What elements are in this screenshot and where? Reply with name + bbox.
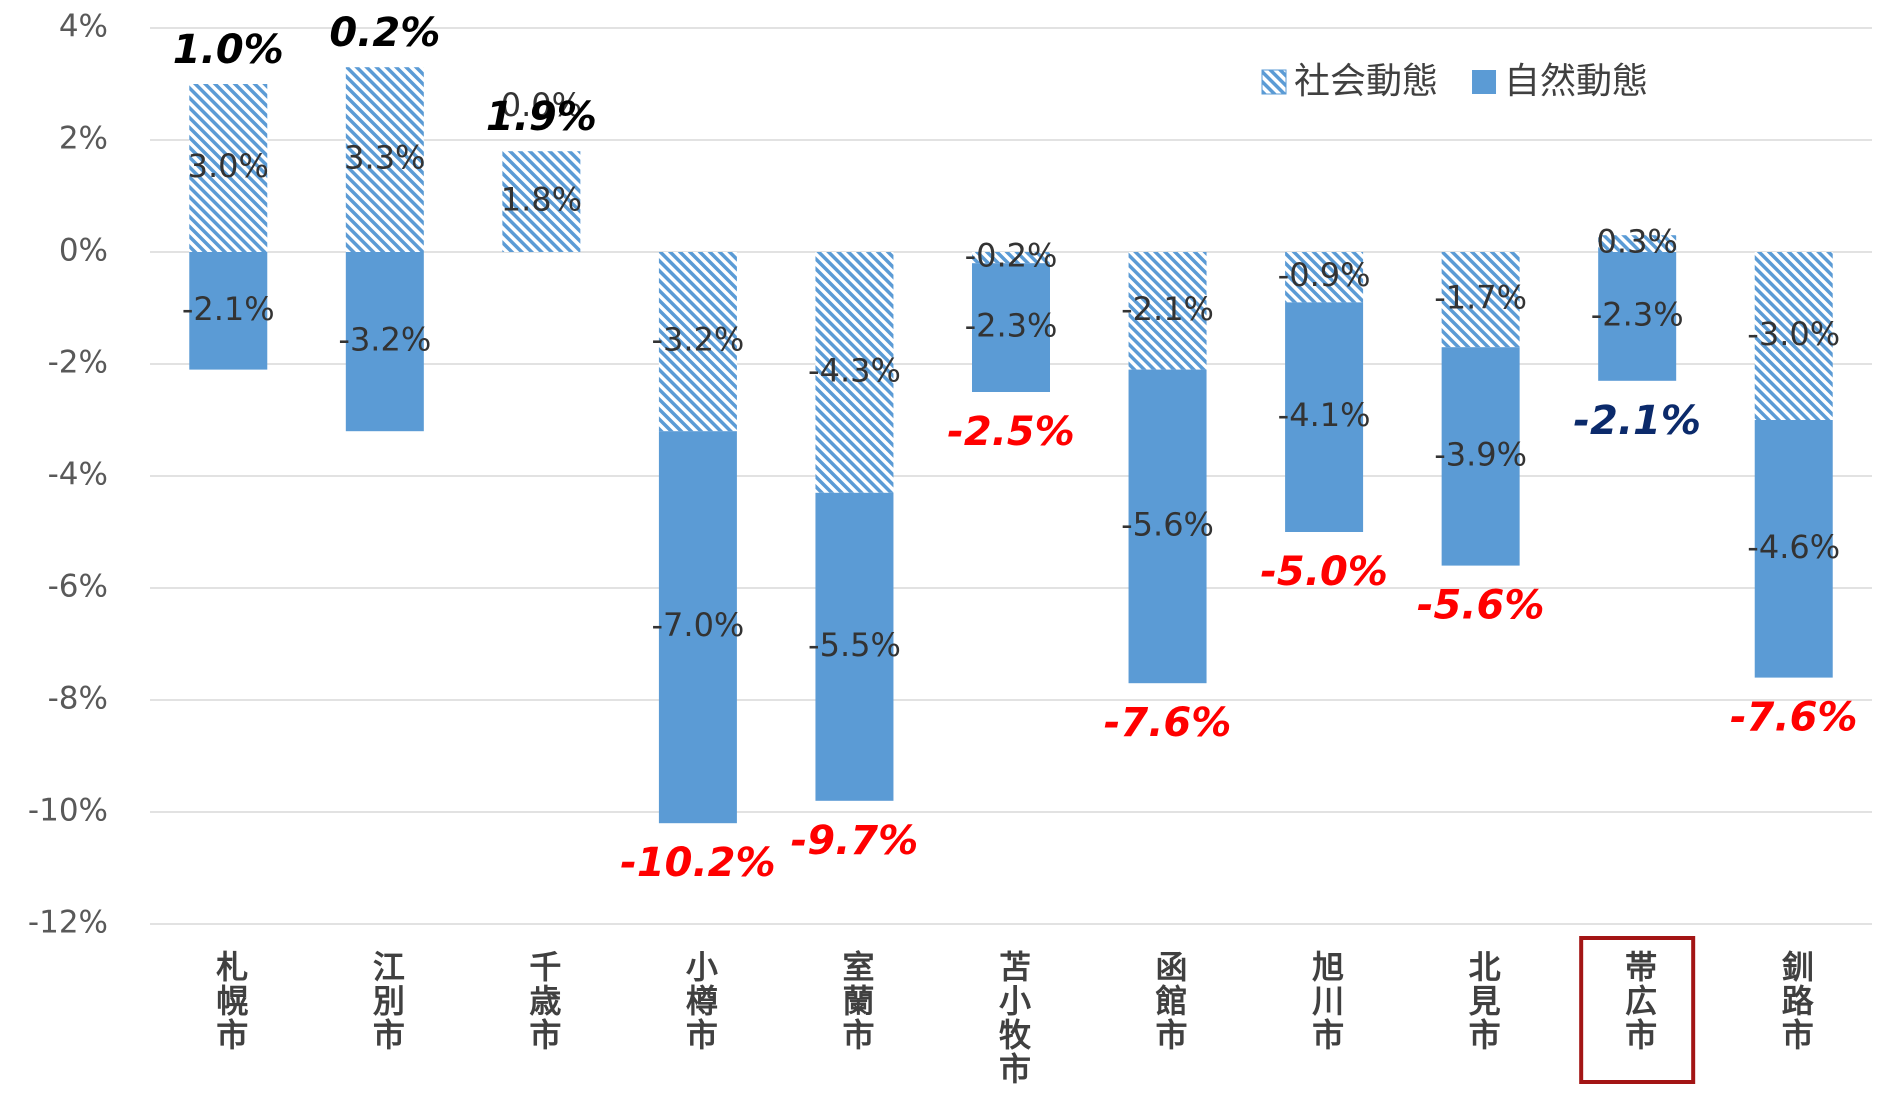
value-label: -3.0% <box>1747 315 1840 353</box>
y-tick-label: -10% <box>28 793 108 829</box>
x-tick-label: 室蘭市 <box>837 949 875 1052</box>
total-label: 1.0% <box>173 27 284 73</box>
y-tick-label: -8% <box>48 681 108 717</box>
y-tick-label: 2% <box>59 121 108 157</box>
bar-segment <box>1598 252 1677 381</box>
value-label: -1.7% <box>1434 279 1527 317</box>
value-label: -0.2% <box>965 237 1058 275</box>
y-tick-label: 0% <box>59 233 108 269</box>
y-tick-label: -2% <box>48 345 108 381</box>
value-label: 0.3% <box>1597 223 1678 261</box>
total-label: -2.1% <box>1573 398 1701 444</box>
total-label: -5.6% <box>1417 583 1545 629</box>
bar-segment <box>1754 252 1833 420</box>
bar-segment <box>1754 420 1833 678</box>
value-label: 0.0% <box>501 86 582 124</box>
total-label: 0.2% <box>329 10 440 56</box>
x-tick-label: 函館市 <box>1151 950 1189 1052</box>
bar-segment <box>815 492 894 801</box>
total-label: -7.6% <box>1104 700 1232 746</box>
value-label: 3.0% <box>188 147 269 185</box>
bar-segment <box>1441 252 1520 348</box>
bar-segment <box>189 84 268 252</box>
total-label: -5.0% <box>1260 549 1388 595</box>
x-tick-label: 千歳市 <box>524 950 562 1052</box>
bar-segment <box>1598 235 1677 252</box>
total-label: -9.7% <box>791 818 919 864</box>
value-label: 3.3% <box>344 139 425 177</box>
y-tick-label: -4% <box>48 457 108 493</box>
total-label: 1.9% <box>486 94 597 140</box>
highlight-box <box>1579 936 1696 1084</box>
value-label: 1.8% <box>501 181 582 219</box>
bar-segment <box>1441 347 1520 566</box>
y-tick-label: -12% <box>28 905 108 941</box>
x-tick-label: 苫小牧市 <box>994 950 1032 1086</box>
bar-segment <box>972 252 1050 264</box>
x-tick-label: 釧路市 <box>1777 950 1815 1052</box>
value-label: -3.2% <box>651 321 744 359</box>
legend-label: 自然動態 <box>1504 61 1648 102</box>
value-label: -5.6% <box>1121 505 1214 543</box>
total-label: -7.6% <box>1730 695 1858 741</box>
legend-label: 社会動態 <box>1294 61 1438 102</box>
total-label: -10.2% <box>620 840 775 886</box>
value-label: -4.6% <box>1747 528 1840 566</box>
bar-segment <box>658 252 737 432</box>
bar-segment <box>1285 252 1364 303</box>
y-tick-label: 4% <box>59 9 108 45</box>
value-label: -3.9% <box>1434 435 1527 473</box>
x-tick-label: 北見市 <box>1464 950 1502 1052</box>
value-label: -2.1% <box>1121 290 1214 328</box>
bar-segment <box>815 252 894 493</box>
bar-segment <box>189 252 268 370</box>
x-tick-label: 江別市 <box>368 950 406 1052</box>
value-label: -2.3% <box>965 307 1058 345</box>
x-tick-label: 帯広市 <box>1620 950 1658 1052</box>
value-label: -3.2% <box>338 321 431 359</box>
bar-segment <box>345 252 424 432</box>
value-label: -2.3% <box>1591 295 1684 333</box>
bar-segment <box>345 67 424 252</box>
bar-segment <box>658 431 737 824</box>
bar-segment <box>1128 252 1207 370</box>
value-label: -7.0% <box>651 606 744 644</box>
x-tick-label: 旭川市 <box>1307 950 1345 1052</box>
bar-segment <box>972 263 1050 392</box>
total-label: -2.5% <box>947 409 1075 455</box>
bar-segment <box>1128 369 1207 684</box>
x-tick-label: 小樽市 <box>681 950 719 1052</box>
legend-swatch <box>1472 70 1497 94</box>
legend-swatch <box>1261 69 1287 95</box>
value-label: -4.1% <box>1278 396 1371 434</box>
y-tick-label: -6% <box>48 569 108 605</box>
value-label: -0.9% <box>1278 256 1371 294</box>
value-label: -4.3% <box>808 351 901 389</box>
bar-segment <box>1285 302 1364 532</box>
x-tick-label: 札幌市 <box>211 950 249 1052</box>
bar-segment <box>502 151 581 252</box>
value-label: -2.1% <box>182 290 275 328</box>
value-label: -5.5% <box>808 626 901 664</box>
